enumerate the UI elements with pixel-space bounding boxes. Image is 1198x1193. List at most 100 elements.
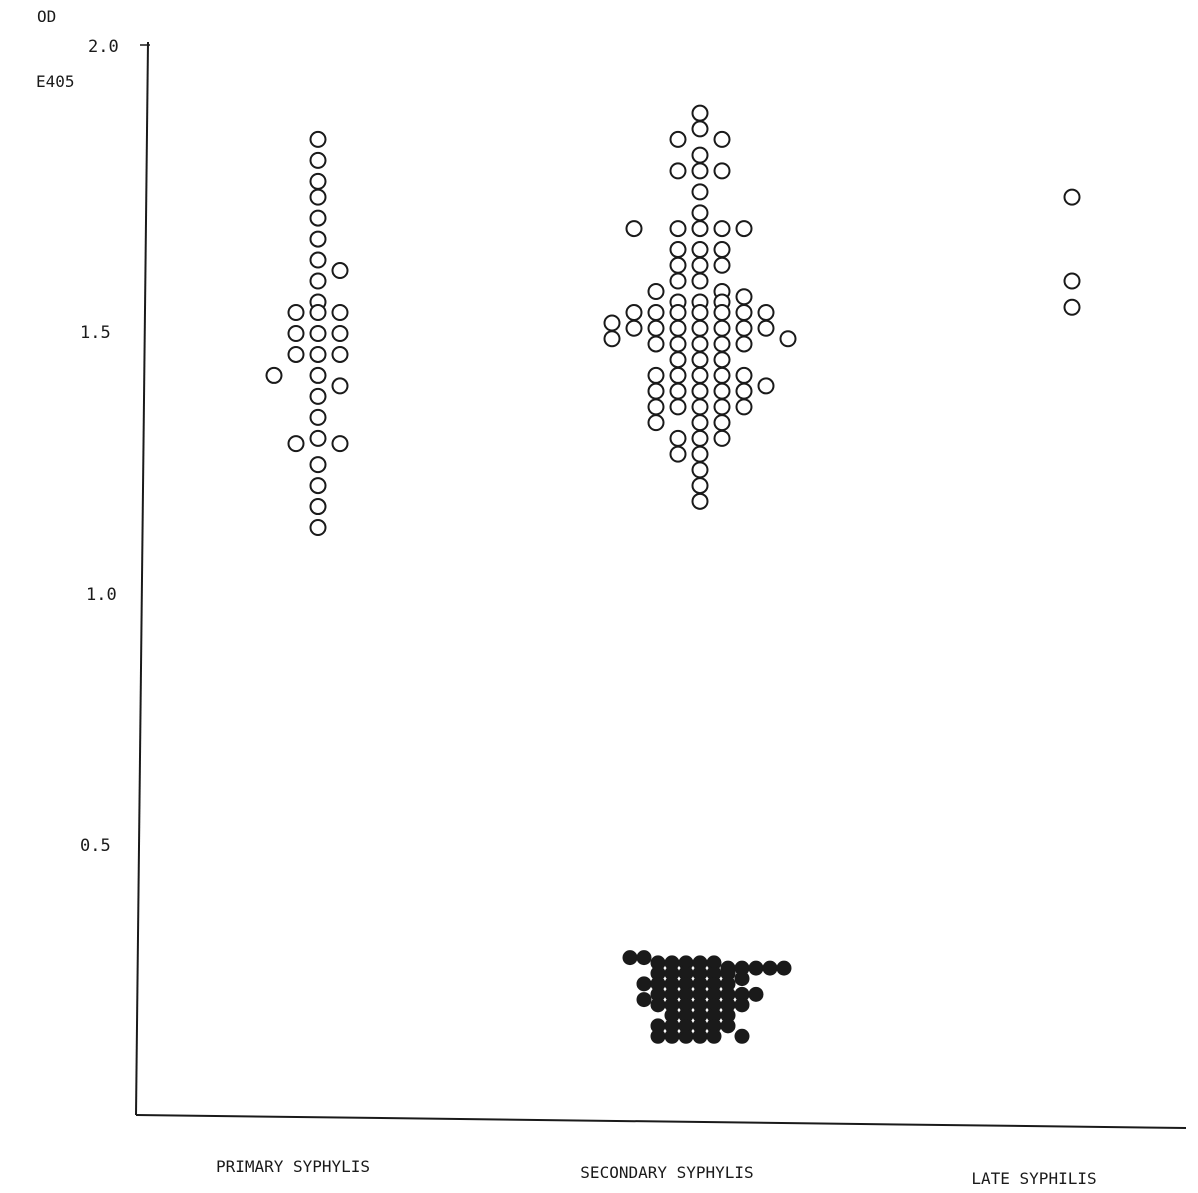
data-point-open xyxy=(331,345,349,363)
y-tick-label: 1.0 xyxy=(86,585,117,605)
data-point-open xyxy=(309,519,327,537)
data-point-open xyxy=(691,241,709,259)
data-point-open xyxy=(691,272,709,290)
data-point-open xyxy=(713,303,731,321)
data-point-open xyxy=(309,172,327,190)
data-point-open xyxy=(669,256,687,274)
data-point-open xyxy=(309,272,327,290)
data-point-open xyxy=(691,492,709,510)
data-point-open xyxy=(691,120,709,138)
data-point-open xyxy=(713,241,731,259)
data-point-open xyxy=(331,377,349,395)
category-label: LATE SYPHILIS xyxy=(971,1169,1096,1188)
data-point-open xyxy=(713,366,731,384)
data-point-filled xyxy=(664,1028,680,1044)
data-point-open xyxy=(309,230,327,248)
data-point-open xyxy=(309,345,327,363)
data-point-open xyxy=(735,335,753,353)
data-point-open xyxy=(691,461,709,479)
x-axis-line xyxy=(135,1114,1187,1129)
data-point-open xyxy=(309,477,327,495)
data-point-open xyxy=(309,303,327,321)
data-point-open xyxy=(735,220,753,238)
data-point-open xyxy=(309,498,327,516)
data-point-open xyxy=(713,335,731,353)
data-point-open xyxy=(779,330,797,348)
data-point-open xyxy=(309,151,327,169)
data-point-open xyxy=(309,130,327,148)
data-point-open xyxy=(287,345,305,363)
data-point-open xyxy=(647,414,665,432)
data-point-open xyxy=(309,408,327,426)
data-point-open xyxy=(735,319,753,337)
y-axis-label-od: OD xyxy=(37,7,56,26)
data-point-open xyxy=(691,220,709,238)
data-point-open xyxy=(669,241,687,259)
data-point-open xyxy=(691,366,709,384)
data-point-open xyxy=(647,283,665,301)
data-point-open xyxy=(1063,272,1081,290)
data-point-filled xyxy=(706,1028,722,1044)
data-point-open xyxy=(331,324,349,342)
data-point-open xyxy=(669,335,687,353)
data-point-open xyxy=(691,303,709,321)
data-point-open xyxy=(669,319,687,337)
data-point-open xyxy=(757,319,775,337)
data-point-open xyxy=(647,319,665,337)
data-point-open xyxy=(713,429,731,447)
data-point-open xyxy=(647,303,665,321)
data-point-open xyxy=(713,351,731,369)
data-point-open xyxy=(691,256,709,274)
data-point-open xyxy=(735,366,753,384)
data-point-open xyxy=(757,303,775,321)
data-point-open xyxy=(603,330,621,348)
data-point-open xyxy=(647,398,665,416)
data-point-open xyxy=(1063,188,1081,206)
y-tick-label: 2.0 xyxy=(88,37,119,57)
data-point-open xyxy=(713,414,731,432)
data-point-open xyxy=(309,209,327,227)
data-point-open xyxy=(713,162,731,180)
data-point-open xyxy=(691,445,709,463)
data-point-open xyxy=(331,435,349,453)
data-point-open xyxy=(713,319,731,337)
data-point-open xyxy=(625,319,643,337)
data-point-open xyxy=(669,366,687,384)
y-axis-line xyxy=(135,41,149,1116)
data-point-open xyxy=(669,398,687,416)
data-point-open xyxy=(331,303,349,321)
data-point-open xyxy=(691,382,709,400)
data-point-open xyxy=(669,445,687,463)
data-point-open xyxy=(713,256,731,274)
data-point-open xyxy=(757,377,775,395)
data-point-open xyxy=(735,288,753,306)
data-points xyxy=(265,104,1081,1044)
y-tick-label: 0.5 xyxy=(80,836,111,856)
data-point-open xyxy=(691,335,709,353)
data-point-open xyxy=(669,130,687,148)
data-point-filled xyxy=(650,997,666,1013)
data-point-filled xyxy=(692,1028,708,1044)
data-point-open xyxy=(647,366,665,384)
data-point-open xyxy=(691,183,709,201)
data-point-open xyxy=(265,366,283,384)
data-point-filled xyxy=(678,1028,694,1044)
data-point-filled xyxy=(622,950,638,966)
data-point-open xyxy=(669,220,687,238)
data-point-open xyxy=(625,220,643,238)
data-point-open xyxy=(713,220,731,238)
y-axis-label-e405: E405 xyxy=(36,72,75,91)
data-point-filled xyxy=(776,960,792,976)
data-point-open xyxy=(669,272,687,290)
data-point-open xyxy=(669,429,687,447)
data-point-filled xyxy=(748,986,764,1002)
category-label: PRIMARY SYPHYLIS xyxy=(216,1157,370,1176)
data-point-open xyxy=(691,146,709,164)
data-point-open xyxy=(669,382,687,400)
data-point-open xyxy=(735,303,753,321)
data-point-filled xyxy=(650,1028,666,1044)
data-point-open xyxy=(691,477,709,495)
data-point-filled xyxy=(636,992,652,1008)
